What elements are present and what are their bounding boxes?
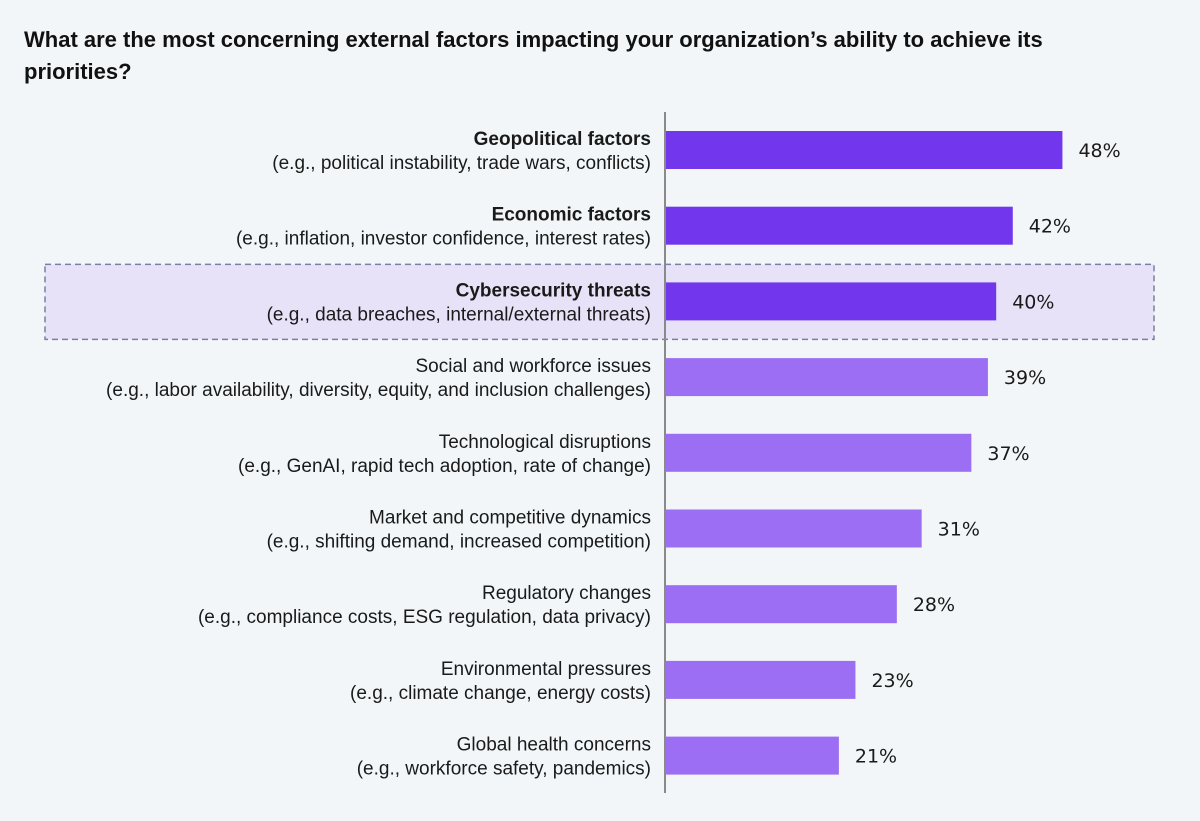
data-label: 37% bbox=[987, 443, 1029, 465]
chart-title: What are the most concerning external fa… bbox=[24, 27, 1043, 84]
bar bbox=[665, 282, 997, 321]
data-label: 31% bbox=[938, 519, 980, 541]
category-sublabel: (e.g., shifting demand, increased compet… bbox=[267, 532, 651, 553]
data-label: 28% bbox=[913, 594, 955, 616]
category-sublabel: (e.g., GenAI, rapid tech adoption, rate … bbox=[238, 456, 651, 477]
category-label: Social and workforce issues bbox=[416, 356, 652, 377]
category-sublabel: (e.g., data breaches, internal/external … bbox=[267, 304, 651, 325]
category-label: Regulatory changes bbox=[482, 583, 651, 604]
bar bbox=[665, 585, 897, 624]
bar bbox=[665, 736, 839, 775]
category-sublabel: (e.g., labor availability, diversity, eq… bbox=[106, 380, 651, 401]
category-sublabel: (e.g., political instability, trade wars… bbox=[272, 153, 651, 174]
category-sublabel: (e.g., workforce safety, pandemics) bbox=[357, 759, 651, 780]
category-sublabel: (e.g., compliance costs, ESG regulation,… bbox=[198, 607, 651, 628]
data-label: 42% bbox=[1029, 216, 1071, 238]
category-label: Environmental pressures bbox=[441, 659, 651, 680]
category-label: Geopolitical factors bbox=[474, 129, 651, 150]
data-label: 48% bbox=[1078, 140, 1120, 162]
category-sublabel: (e.g., inflation, investor confidence, i… bbox=[236, 229, 651, 250]
bar bbox=[665, 358, 988, 397]
bar bbox=[665, 433, 972, 472]
category-sublabel: (e.g., climate change, energy costs) bbox=[350, 683, 651, 704]
bar bbox=[665, 206, 1013, 245]
data-label: 40% bbox=[1012, 291, 1054, 313]
bar bbox=[665, 131, 1063, 169]
data-label: 23% bbox=[871, 670, 913, 692]
category-label: Technological disruptions bbox=[439, 432, 651, 453]
bar bbox=[665, 509, 922, 548]
category-label: Economic factors bbox=[492, 205, 651, 226]
bar bbox=[665, 660, 856, 699]
category-label: Market and competitive dynamics bbox=[369, 508, 651, 529]
category-label: Global health concerns bbox=[457, 735, 651, 756]
category-label: Cybersecurity threats bbox=[456, 280, 651, 301]
data-label: 39% bbox=[1004, 367, 1046, 389]
data-label: 21% bbox=[855, 746, 897, 768]
